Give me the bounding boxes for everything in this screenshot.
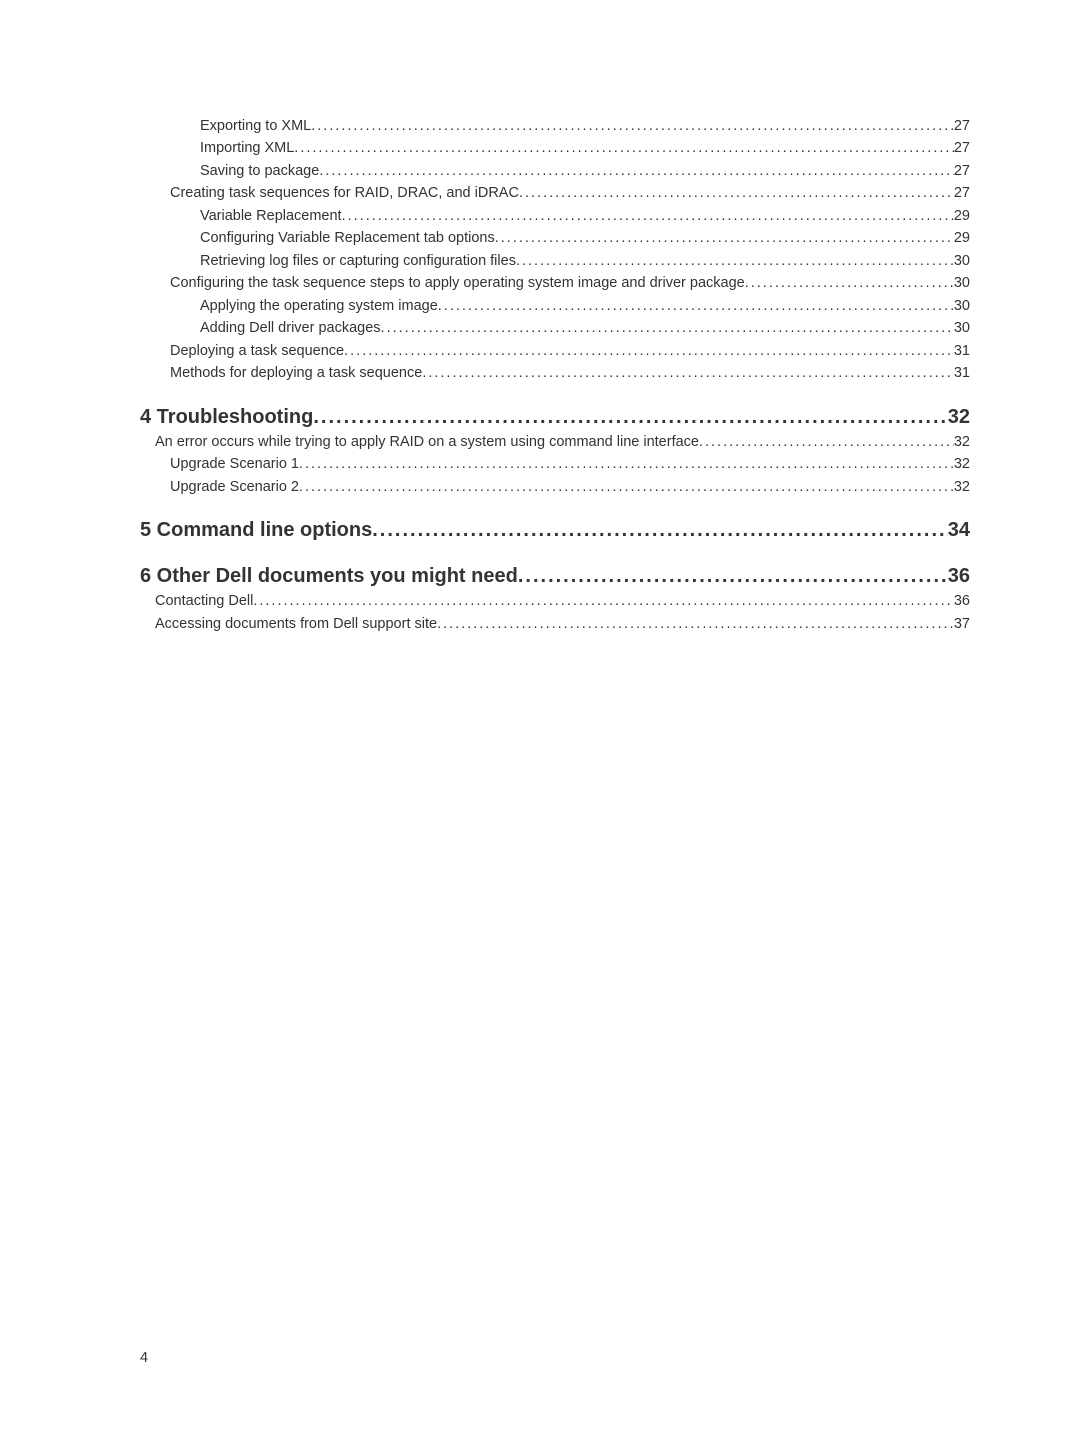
toc-page: 31: [954, 340, 970, 362]
page-number: 4: [140, 1350, 148, 1366]
toc-text: Configuring the task sequence steps to a…: [170, 272, 745, 294]
toc-entry: Methods for deploying a task sequence 31: [170, 362, 970, 384]
toc-page: 32: [948, 403, 970, 431]
toc-page: 27: [954, 182, 970, 204]
toc-entry: Deploying a task sequence 31: [170, 340, 970, 362]
toc-page: 27: [954, 137, 970, 159]
toc-page: 29: [954, 227, 970, 249]
toc-page: 30: [954, 250, 970, 272]
toc-content: Exporting to XML 27 Importing XML 27 Sav…: [0, 0, 1080, 635]
toc-entry: Adding Dell driver packages 30: [200, 317, 970, 339]
toc-entry: Configuring the task sequence steps to a…: [170, 272, 970, 294]
toc-page: 29: [954, 205, 970, 227]
toc-text: 6 Other Dell documents you might need: [140, 562, 518, 590]
toc-dots: [253, 590, 954, 612]
toc-dots: [422, 362, 954, 384]
toc-text: Exporting to XML: [200, 115, 311, 137]
toc-entry: Configuring Variable Replacement tab opt…: [200, 227, 970, 249]
toc-text: Deploying a task sequence: [170, 340, 344, 362]
toc-entry: Saving to package 27: [200, 160, 970, 182]
toc-page: 36: [954, 590, 970, 612]
toc-dots: [519, 182, 954, 204]
toc-entry: Importing XML 27: [200, 137, 970, 159]
toc-page: 32: [954, 453, 970, 475]
toc-page: 31: [954, 362, 970, 384]
toc-entry: Contacting Dell 36: [155, 590, 970, 612]
toc-text: Accessing documents from Dell support si…: [155, 613, 437, 635]
toc-page: 37: [954, 613, 970, 635]
toc-entry: Upgrade Scenario 2 32: [170, 476, 970, 498]
toc-page: 27: [954, 115, 970, 137]
toc-page: 30: [954, 317, 970, 339]
toc-heading: 5 Command line options 34: [140, 516, 970, 544]
toc-text: An error occurs while trying to apply RA…: [155, 431, 699, 453]
toc-text: Upgrade Scenario 1: [170, 453, 299, 475]
toc-text: Variable Replacement: [200, 205, 342, 227]
toc-dots: [372, 516, 948, 544]
toc-text: Contacting Dell: [155, 590, 253, 612]
toc-entry: Exporting to XML 27: [200, 115, 970, 137]
spacer: [140, 498, 970, 516]
toc-text: Importing XML: [200, 137, 294, 159]
toc-dots: [344, 340, 954, 362]
toc-page: 36: [948, 562, 970, 590]
toc-page: 30: [954, 295, 970, 317]
toc-heading: 6 Other Dell documents you might need 36: [140, 562, 970, 590]
toc-page: 27: [954, 160, 970, 182]
toc-dots: [381, 317, 954, 339]
toc-text: Retrieving log files or capturing config…: [200, 250, 516, 272]
toc-text: Methods for deploying a task sequence: [170, 362, 422, 384]
toc-entry: Retrieving log files or capturing config…: [200, 250, 970, 272]
toc-dots: [313, 403, 947, 431]
spacer: [140, 544, 970, 562]
toc-text: 5 Command line options: [140, 516, 372, 544]
toc-text: Saving to package: [200, 160, 319, 182]
toc-dots: [319, 160, 954, 182]
toc-page: 34: [948, 516, 970, 544]
toc-dots: [437, 613, 954, 635]
toc-dots: [745, 272, 954, 294]
toc-entry: Variable Replacement 29: [200, 205, 970, 227]
toc-text: Applying the operating system image: [200, 295, 438, 317]
toc-heading: 4 Troubleshooting 32: [140, 403, 970, 431]
toc-entry: Applying the operating system image 30: [200, 295, 970, 317]
toc-dots: [299, 453, 954, 475]
toc-dots: [699, 431, 954, 453]
toc-dots: [299, 476, 954, 498]
toc-entry: An error occurs while trying to apply RA…: [155, 431, 970, 453]
toc-text: 4 Troubleshooting: [140, 403, 313, 431]
toc-dots: [518, 562, 948, 590]
toc-dots: [495, 227, 954, 249]
toc-dots: [516, 250, 954, 272]
toc-page: 32: [954, 476, 970, 498]
toc-dots: [438, 295, 954, 317]
toc-entry: Creating task sequences for RAID, DRAC, …: [170, 182, 970, 204]
toc-page: 30: [954, 272, 970, 294]
toc-text: Upgrade Scenario 2: [170, 476, 299, 498]
toc-dots: [342, 205, 954, 227]
toc-dots: [311, 115, 954, 137]
toc-text: Configuring Variable Replacement tab opt…: [200, 227, 495, 249]
toc-text: Creating task sequences for RAID, DRAC, …: [170, 182, 519, 204]
toc-page: 32: [954, 431, 970, 453]
toc-text: Adding Dell driver packages: [200, 317, 381, 339]
toc-dots: [294, 137, 954, 159]
toc-entry: Accessing documents from Dell support si…: [155, 613, 970, 635]
toc-entry: Upgrade Scenario 1 32: [170, 453, 970, 475]
spacer: [140, 385, 970, 403]
